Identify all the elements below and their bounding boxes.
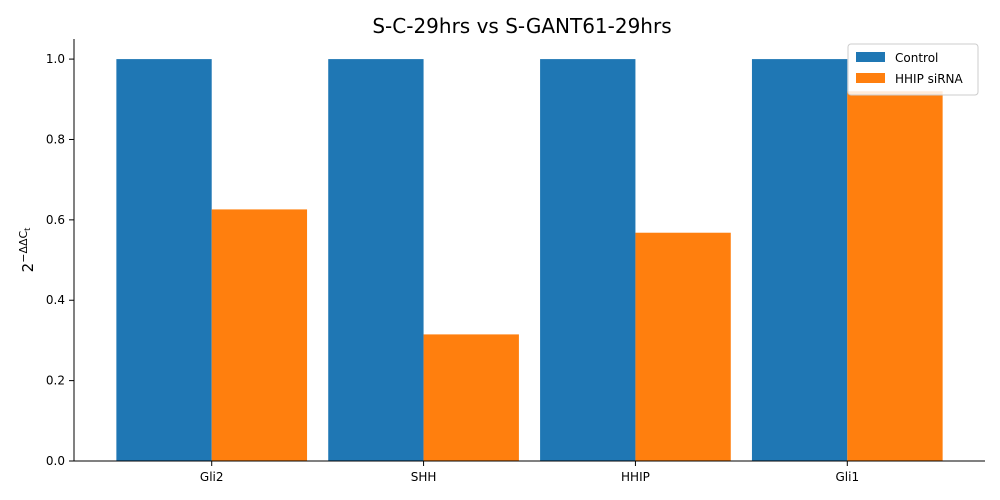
bar-hhip-sirna-gli2 <box>211 209 308 461</box>
x-axis-ticks: Gli2 SHH HHIP Gli1 <box>200 461 859 484</box>
y-tick-label: 0.4 <box>46 293 65 307</box>
y-axis-label: 2−ΔΔCt <box>17 228 37 273</box>
y-tick-label: 1.0 <box>46 52 65 66</box>
y-tick-label: 0.6 <box>46 213 65 227</box>
y-tick-label: 0.8 <box>46 132 65 146</box>
bar-control-hhip <box>540 59 636 461</box>
chart-title: S-C-29hrs vs S-GANT61-29hrs <box>372 14 671 38</box>
x-tick-label-gli2: Gli2 <box>200 470 224 484</box>
y-axis-ticks: 0.0 0.2 0.4 0.6 0.8 1.0 <box>46 52 74 468</box>
bar-control-gli1 <box>751 59 848 461</box>
x-tick-label-gli1: Gli1 <box>835 470 859 484</box>
bars-group <box>116 59 943 461</box>
y-axis-label-exponent: −ΔΔC <box>17 231 30 263</box>
y-axis-label-base: 2 <box>19 263 37 273</box>
y-tick-label: 0.0 <box>46 454 65 468</box>
legend-swatch-control <box>856 52 885 62</box>
bar-control-shh <box>328 59 424 461</box>
legend: Control HHIP siRNA <box>847 43 979 96</box>
bar-hhip-sirna-gli1 <box>847 91 943 461</box>
bar-hhip-sirna-hhip <box>635 232 731 461</box>
bar-control-gli2 <box>116 59 212 461</box>
x-tick-label-shh: SHH <box>411 470 437 484</box>
y-axis-label-subscript: t <box>23 228 32 231</box>
legend-label-hhip-sirna: HHIP siRNA <box>895 72 964 86</box>
y-tick-label: 0.2 <box>46 374 65 388</box>
x-tick-label-hhip: HHIP <box>621 470 650 484</box>
legend-swatch-hhip-sirna <box>856 73 885 83</box>
legend-label-control: Control <box>895 51 938 65</box>
bar-hhip-sirna-shh <box>423 334 519 461</box>
